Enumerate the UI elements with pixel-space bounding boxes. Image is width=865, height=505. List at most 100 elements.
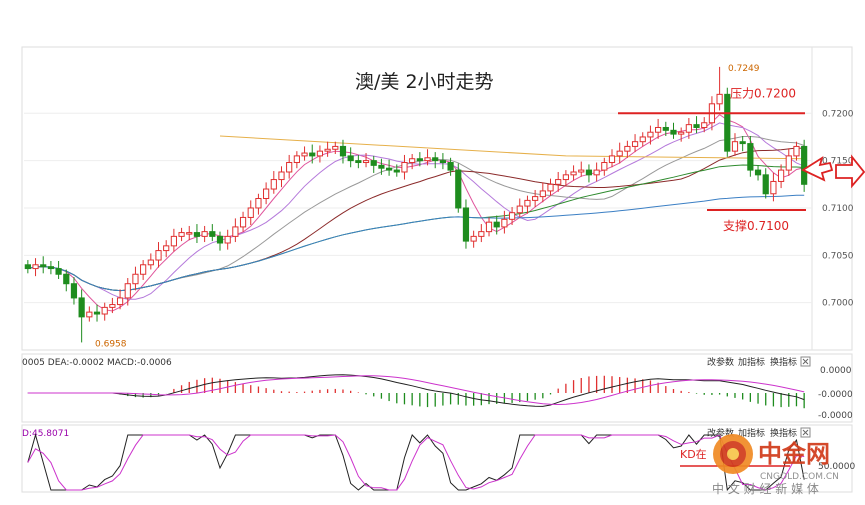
candle-body	[777, 169, 785, 182]
candle-body	[193, 232, 201, 237]
candle-body	[501, 218, 508, 228]
candle-body	[655, 126, 662, 133]
moving-average-lines	[27, 113, 805, 312]
candle-body	[547, 183, 554, 192]
candle-body	[570, 171, 577, 176]
macd-btn-change-params[interactable]: 改参数	[707, 356, 734, 368]
candles	[24, 66, 808, 343]
candle-body	[78, 297, 85, 318]
candle-body	[286, 162, 293, 173]
candle-body	[455, 169, 462, 209]
candle-body	[24, 264, 31, 270]
kd-btn-add-indicator[interactable]: 加指标	[738, 427, 765, 439]
candle-body	[40, 264, 47, 268]
candle-body	[593, 169, 600, 176]
trend-arrow-icon	[801, 155, 834, 182]
candle-body	[170, 235, 177, 247]
candle-body	[470, 235, 477, 242]
macd-tick-1: 0.0000	[820, 366, 852, 376]
candle-body	[785, 155, 792, 171]
candle-body	[754, 169, 762, 176]
candle-body	[585, 169, 593, 176]
kd-lines	[27, 433, 805, 492]
watermark-slogan: 中 文 财 经 新 媒 体	[712, 481, 819, 496]
candle-body	[508, 212, 516, 220]
candle-body	[370, 160, 377, 166]
candle-body	[155, 250, 162, 261]
y-tick-label: 0.7200	[822, 109, 854, 119]
candle-body	[186, 232, 193, 235]
candle-body	[770, 180, 777, 195]
svg-text:CNGOLD.COM.CN: CNGOLD.COM.CN	[760, 472, 839, 482]
support-label: 支撑0.7100	[723, 218, 789, 233]
candle-body	[516, 205, 523, 214]
candle-body	[801, 145, 808, 185]
candle-body	[731, 141, 739, 152]
candle-body	[124, 283, 131, 299]
kd-line	[27, 434, 805, 491]
candle-body	[439, 160, 447, 164]
candle-body	[255, 198, 262, 209]
candle-body	[562, 174, 569, 181]
candle-body	[355, 160, 362, 164]
candle-body	[201, 231, 208, 237]
candle-body	[209, 231, 216, 237]
candle-body	[339, 145, 347, 157]
ma-line	[27, 194, 805, 292]
candle-body	[301, 152, 308, 157]
candle-body	[555, 179, 562, 185]
candle-body	[293, 155, 300, 164]
candle-body	[93, 311, 101, 315]
candle-body	[63, 273, 70, 285]
candle-body	[239, 216, 247, 228]
y-tick-label: 0.7050	[822, 251, 854, 261]
candle-body	[670, 129, 677, 135]
candle-body	[647, 131, 654, 138]
candle-body	[332, 145, 339, 150]
macd-btn-switch-indicator[interactable]: 换指标	[770, 356, 797, 368]
kd-note: KD在	[680, 448, 707, 461]
candle-body	[55, 268, 62, 275]
candle-body	[793, 145, 800, 157]
candle-body	[116, 297, 124, 306]
svg-text:中金网: 中金网	[758, 440, 830, 468]
candle-body	[716, 93, 723, 105]
candle-body	[493, 221, 500, 228]
macd-panel	[21, 353, 853, 423]
candle-body	[32, 264, 39, 270]
main-panel	[21, 46, 853, 351]
candle-body	[685, 124, 692, 133]
kd-btn-switch-indicator[interactable]: 换指标	[770, 427, 797, 439]
macd-line	[27, 374, 805, 407]
macd-tick-2: -0.0000	[818, 390, 853, 400]
candle-body	[631, 141, 639, 147]
resistance-label: 压力0.7200	[730, 86, 796, 100]
candle-body	[447, 162, 454, 171]
candle-body	[147, 259, 154, 266]
macd-btn-add-indicator[interactable]: 加指标	[738, 356, 765, 368]
ma-line	[27, 122, 805, 300]
candle-body	[424, 157, 431, 162]
candle-body	[601, 162, 608, 171]
candle-body	[278, 171, 285, 181]
macd-header: 0005 DEA:-0.0002 MACD:-0.0006	[22, 358, 172, 368]
candle-body	[532, 196, 539, 201]
candle-body	[639, 136, 646, 143]
candle-body	[270, 179, 277, 190]
macd-tick-3: -0.0000	[818, 411, 853, 421]
candle-body	[316, 150, 324, 157]
candle-body	[347, 155, 354, 162]
candle-body	[693, 124, 700, 128]
candle-body	[393, 169, 400, 173]
candle-body	[309, 152, 316, 157]
candle-body	[539, 190, 546, 198]
candle-body	[662, 126, 669, 131]
candle-body	[178, 232, 185, 237]
candle-body	[362, 160, 370, 164]
watermark-logo: 中金网 CNGOLD.COM.CN	[713, 434, 839, 482]
candle-body	[224, 235, 231, 244]
kd-tick-1: 50.0000	[818, 462, 855, 472]
candle-body	[232, 226, 239, 237]
candle-body	[524, 199, 531, 207]
candle-body	[163, 245, 170, 252]
